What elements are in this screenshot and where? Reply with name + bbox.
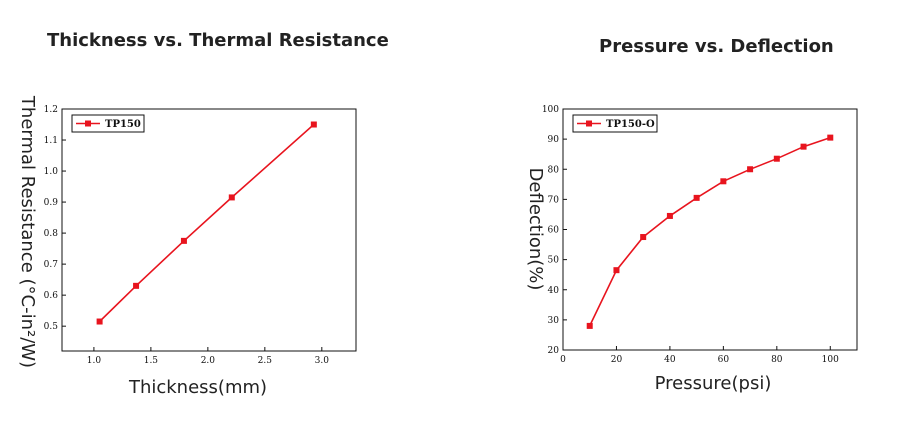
legend-label: TP150-O bbox=[606, 119, 655, 130]
y-tick-label: 90 bbox=[548, 135, 560, 145]
y-axis-label: Deflection(%) bbox=[525, 168, 546, 291]
data-point-marker bbox=[586, 322, 593, 329]
data-point-marker bbox=[693, 194, 700, 201]
legend-label: TP150 bbox=[105, 119, 141, 130]
plot-frame bbox=[61, 108, 357, 352]
data-point-marker bbox=[640, 234, 647, 241]
data-point-marker bbox=[747, 166, 754, 173]
data-point-marker bbox=[133, 282, 140, 289]
x-tick-label: 2.0 bbox=[201, 356, 216, 366]
y-tick-label: 50 bbox=[548, 256, 560, 266]
chart-title-pressure: Pressure vs. Deflection bbox=[599, 36, 834, 57]
data-point-marker bbox=[228, 194, 235, 201]
chart-title-thickness: Thickness vs. Thermal Resistance bbox=[47, 30, 389, 51]
data-point-marker bbox=[800, 143, 807, 150]
data-point-marker bbox=[310, 121, 317, 128]
legend-swatch-marker bbox=[586, 120, 592, 127]
y-tick-label: 70 bbox=[548, 195, 560, 205]
y-tick-label: 0.8 bbox=[44, 229, 59, 239]
y-tick-label: 80 bbox=[548, 165, 560, 175]
x-tick-label: 1.0 bbox=[87, 356, 102, 366]
legend-swatch-marker bbox=[85, 120, 91, 127]
x-axis-label: Pressure(psi) bbox=[655, 373, 772, 394]
y-tick-label: 0.5 bbox=[44, 322, 59, 332]
legend-box bbox=[572, 114, 658, 133]
x-tick-label: 60 bbox=[718, 355, 730, 365]
data-point-marker bbox=[720, 178, 727, 185]
y-tick-label: 0.6 bbox=[44, 291, 59, 301]
x-tick-label: 1.5 bbox=[144, 356, 159, 366]
data-point-marker bbox=[666, 212, 673, 219]
x-tick-label: 20 bbox=[611, 355, 623, 365]
x-tick-label: 3.0 bbox=[315, 356, 330, 366]
y-axis-label: Thermal Resistance (°C-in²/W) bbox=[17, 95, 38, 368]
data-point-marker bbox=[773, 155, 780, 162]
data-point-marker bbox=[827, 134, 834, 141]
x-tick-label: 80 bbox=[771, 355, 783, 365]
x-axis-label: Thickness(mm) bbox=[128, 377, 267, 398]
data-point-marker bbox=[180, 237, 187, 244]
y-tick-label: 1.2 bbox=[44, 105, 58, 115]
y-tick-label: 30 bbox=[548, 316, 560, 326]
y-tick-label: 0.9 bbox=[44, 198, 59, 208]
y-tick-label: 100 bbox=[542, 105, 559, 115]
x-tick-label: 2.5 bbox=[258, 356, 273, 366]
y-tick-label: 1.1 bbox=[44, 136, 58, 146]
data-point-marker bbox=[613, 267, 620, 274]
x-tick-label: 0 bbox=[560, 355, 566, 365]
y-tick-label: 0.7 bbox=[44, 260, 59, 270]
x-tick-label: 100 bbox=[822, 355, 839, 365]
y-tick-label: 60 bbox=[548, 226, 560, 236]
y-tick-label: 40 bbox=[548, 286, 560, 296]
data-point-marker bbox=[96, 318, 103, 325]
x-tick-label: 40 bbox=[664, 355, 676, 365]
y-tick-label: 20 bbox=[548, 346, 560, 356]
y-tick-label: 1.0 bbox=[44, 167, 59, 177]
plot-frame bbox=[562, 108, 858, 351]
series-line bbox=[588, 136, 831, 327]
legend-box bbox=[71, 114, 145, 133]
